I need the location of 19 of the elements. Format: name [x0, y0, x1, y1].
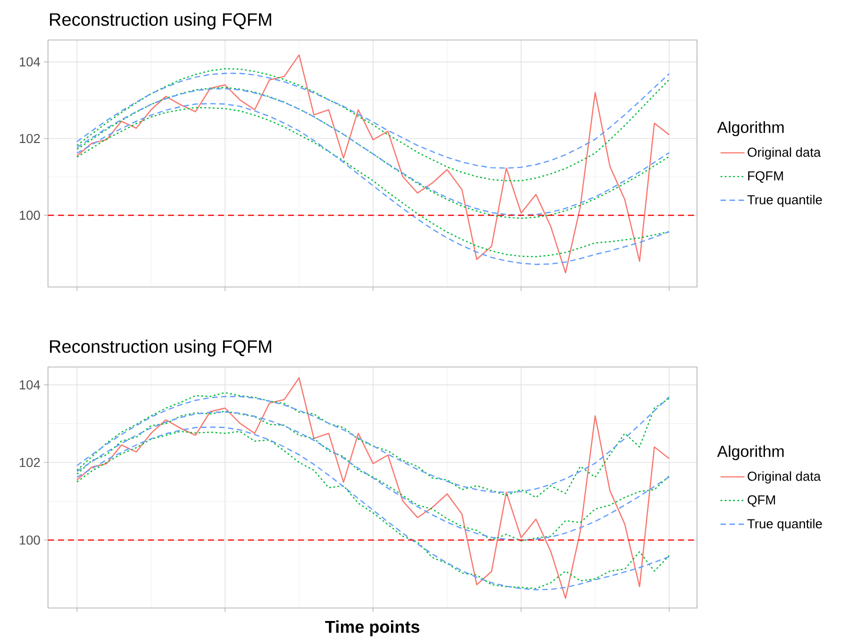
y-tick-label: 104: [20, 57, 40, 66]
line-series: [76, 377, 670, 599]
line-series: [76, 54, 670, 274]
chart-title: Reconstruction using FQFM: [50, 340, 272, 356]
legend-label: True quantile: [747, 518, 822, 531]
y-tick-label: 104: [20, 380, 40, 390]
legend-title: Algorithm: [717, 121, 784, 136]
y-tick-label: 100: [20, 210, 40, 220]
legend-label: QFM: [748, 495, 775, 507]
y-tick-label: 102: [20, 134, 40, 144]
legend-title: Algorithm: [717, 445, 784, 460]
y-tick-label: 102: [20, 458, 40, 468]
chart-title: Reconstruction using FQFM: [50, 12, 272, 30]
legend-label: FQFM: [748, 171, 783, 183]
x-axis-title: Time points: [325, 620, 420, 636]
y-tick-label: 100: [20, 535, 40, 545]
legend-label: Original data: [748, 471, 821, 484]
legend-label: True quantile: [747, 194, 822, 207]
legend-label: Original data: [748, 147, 821, 160]
